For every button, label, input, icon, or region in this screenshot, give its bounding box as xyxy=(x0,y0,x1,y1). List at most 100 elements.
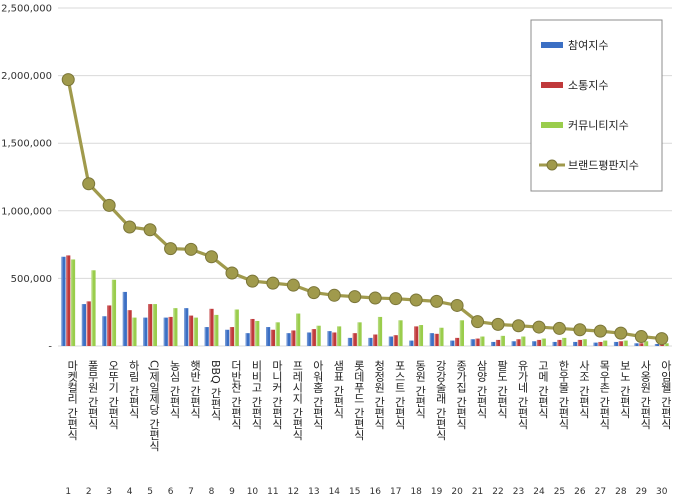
bar xyxy=(623,340,628,346)
rank-label: 5 xyxy=(147,487,153,497)
bar-group xyxy=(209,308,214,346)
bar-group xyxy=(347,337,353,346)
bar-highlight xyxy=(245,333,248,346)
bar-highlight xyxy=(603,340,605,346)
category-label: 보노 간편식 xyxy=(618,360,631,419)
line-point xyxy=(573,323,587,337)
bar-highlight xyxy=(306,332,309,346)
line-point xyxy=(102,198,116,212)
bar-group xyxy=(111,279,117,346)
bar xyxy=(173,308,178,346)
bar-group xyxy=(270,329,275,346)
bar-group xyxy=(582,339,587,346)
y-tick-label: - xyxy=(48,342,52,353)
legend-item: 소통지수 xyxy=(541,79,608,92)
category-label: 롯데푸드 간편식 xyxy=(352,360,365,441)
category-label: 풀무원 간편식 xyxy=(86,360,99,430)
bar-highlight xyxy=(552,341,555,346)
bar xyxy=(439,327,444,346)
bar xyxy=(250,318,255,346)
bar-highlight xyxy=(618,341,621,346)
bar-group xyxy=(429,333,434,346)
bar-highlight xyxy=(352,333,355,346)
rank-label: 13 xyxy=(308,487,319,497)
line-point xyxy=(430,294,444,308)
bar xyxy=(388,336,393,346)
bar xyxy=(245,333,250,346)
category-label: 샘표 간편식 xyxy=(332,360,345,419)
bar xyxy=(644,341,649,346)
bar-highlight xyxy=(644,341,646,346)
bar-group xyxy=(377,316,383,346)
bar xyxy=(352,333,357,346)
bar-group xyxy=(332,332,337,346)
bar-highlight xyxy=(434,333,437,346)
bar-group xyxy=(373,334,378,346)
bar-group xyxy=(204,327,209,346)
bar-highlight xyxy=(429,333,432,346)
bar xyxy=(618,341,623,346)
line-point xyxy=(450,298,464,312)
bar-group xyxy=(516,339,521,346)
bar xyxy=(562,337,567,346)
bar xyxy=(418,325,424,346)
bar xyxy=(122,291,127,346)
rank-label: 3 xyxy=(106,487,112,497)
legend-swatch xyxy=(541,42,563,48)
line-point xyxy=(368,291,382,305)
bar-highlight xyxy=(296,313,298,346)
bar-group xyxy=(623,340,628,346)
bar-highlight xyxy=(450,340,452,346)
bar xyxy=(639,343,644,346)
line-point xyxy=(532,320,546,334)
bar xyxy=(70,259,76,346)
rank-label: 2 xyxy=(86,487,92,497)
bar-highlight xyxy=(480,336,482,346)
bar-group xyxy=(603,340,608,346)
bar-group xyxy=(327,331,332,346)
rank-label: 29 xyxy=(636,487,648,497)
bar-group xyxy=(296,313,301,346)
bar xyxy=(470,339,475,346)
bar-highlight xyxy=(593,342,595,346)
bar-group xyxy=(91,270,96,346)
bar-group xyxy=(306,332,312,346)
legend-swatch xyxy=(541,82,563,88)
bar-highlight xyxy=(532,341,534,346)
y-tick-label: 1,000,000 xyxy=(1,206,52,217)
bar xyxy=(332,332,337,346)
bar xyxy=(61,256,66,346)
bar-highlight xyxy=(470,339,473,346)
category-label: 농심 간편식 xyxy=(168,360,181,419)
bar-group xyxy=(644,341,649,346)
line-point xyxy=(634,330,648,344)
bar xyxy=(532,341,537,346)
category-label: 유가네 간편식 xyxy=(516,360,529,430)
rank-label: 15 xyxy=(349,487,360,497)
line-point xyxy=(245,274,259,288)
rank-label: 16 xyxy=(370,487,382,497)
category-label: 마켓컬리 간편식 xyxy=(66,360,79,441)
y-tick-label: 500,000 xyxy=(11,274,52,285)
bar-highlight xyxy=(557,339,559,346)
bar-group xyxy=(81,304,86,346)
category-label: 목우촌 간편식 xyxy=(598,360,611,430)
bar-group xyxy=(127,310,132,346)
bar-highlight xyxy=(270,329,273,346)
rank-label: 26 xyxy=(574,487,586,497)
bar xyxy=(398,320,403,346)
bar-highlight xyxy=(541,338,544,346)
bar xyxy=(127,310,132,346)
rank-label: 12 xyxy=(288,487,299,497)
bar xyxy=(557,339,562,346)
bar-group xyxy=(86,301,91,346)
bar-group xyxy=(214,314,219,346)
bar xyxy=(204,327,209,346)
line-point xyxy=(307,286,321,300)
bar-highlight xyxy=(193,317,196,346)
bar-group xyxy=(245,333,250,346)
bar xyxy=(357,322,362,346)
bar-group xyxy=(311,329,316,346)
bar-group xyxy=(495,339,501,346)
bar-highlight xyxy=(66,255,68,346)
